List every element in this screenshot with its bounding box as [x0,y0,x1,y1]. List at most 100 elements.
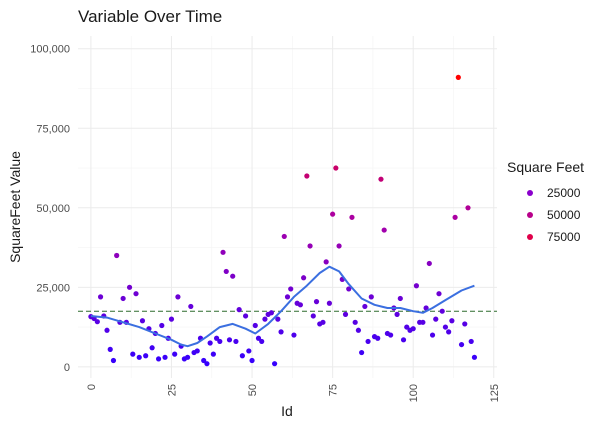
data-point [184,354,191,360]
data-point [413,283,420,289]
data-point [236,307,242,313]
y-axis-label: SquareFeet Value [7,151,23,263]
legend-key [527,190,533,196]
data-point [394,311,400,317]
data-point [458,341,465,348]
legend-label: 75000 [547,230,581,244]
data-point [149,345,155,351]
data-point [375,335,381,341]
data-point [243,313,249,319]
data-point [139,318,146,324]
data-point [239,353,245,359]
y-tick-label: 0 [64,362,70,374]
data-point [104,327,110,333]
data-point [368,294,374,300]
data-point [120,295,126,302]
y-tick-label: 100,000 [30,44,70,56]
x-tick-label: 125 [489,384,501,402]
data-point [410,326,416,332]
data-point [433,316,439,322]
y-axis-ticks: 0 25,000 50,000 75,000 100,000 [30,44,70,374]
data-point [126,284,133,290]
data-point [130,351,136,357]
data-point [465,205,471,211]
data-point [462,321,468,327]
data-point [217,338,223,345]
data-point [455,74,461,80]
data-point [249,357,255,364]
data-point [268,310,274,316]
trend-line-group [90,265,475,348]
data-point [330,211,336,217]
data-point [252,322,258,329]
data-point [275,316,281,322]
data-point [378,176,384,182]
data-point [452,214,458,220]
data-point [420,319,426,325]
data-point [436,291,442,297]
legend-key [527,212,533,218]
data-point [429,332,436,338]
data-point [114,252,120,259]
data-point [155,356,162,362]
data-point [204,361,210,367]
data-point [107,346,113,352]
data-point [284,294,291,300]
data-point [404,324,410,330]
data-point [194,348,200,354]
data-point [143,353,149,359]
data-point [168,316,175,322]
data-point [326,300,332,306]
data-point [365,338,371,345]
data-point [136,354,142,360]
data-point [246,348,252,354]
data-point [255,335,262,341]
data-point [449,318,455,324]
x-tick-label: 25 [166,384,178,396]
data-point [301,275,307,281]
data-point [159,322,165,329]
data-point [297,302,303,308]
data-point [304,173,310,179]
data-point [175,294,181,300]
y-tick-label: 50,000 [36,203,70,215]
data-point [320,319,326,325]
y-tick-label: 25,000 [36,282,70,294]
data-point [226,337,233,343]
x-axis-ticks: 0 25 50 75 100 125 [86,384,501,402]
legend-title: Square Feet [507,159,584,175]
data-point [201,357,207,364]
data-point [223,268,229,275]
data-point [288,286,294,292]
data-point [442,324,449,330]
data-point [94,319,100,325]
data-point [307,243,313,249]
data-point [172,351,178,357]
data-point [259,338,265,345]
legend-key [527,234,533,240]
data-point [362,303,368,310]
data-point [230,273,236,279]
data-point [133,291,139,297]
data-point [323,259,329,265]
data-point [278,329,284,335]
data-point [388,332,394,338]
x-axis-label: Id [281,403,293,419]
data-point [281,233,287,240]
x-tick-label: 50 [247,384,259,396]
legend-label: 25000 [547,186,581,200]
legend-entries: 25000 50000 75000 [527,186,581,244]
data-point [220,249,226,255]
data-point [439,308,445,314]
data-point [342,311,349,317]
trend-line [90,265,475,348]
data-point [336,243,342,249]
data-point [355,327,362,333]
data-point [352,319,358,325]
data-point [423,305,429,311]
data-point [333,165,339,171]
data-point [446,329,452,335]
data-point [272,361,278,367]
data-points [88,74,478,367]
